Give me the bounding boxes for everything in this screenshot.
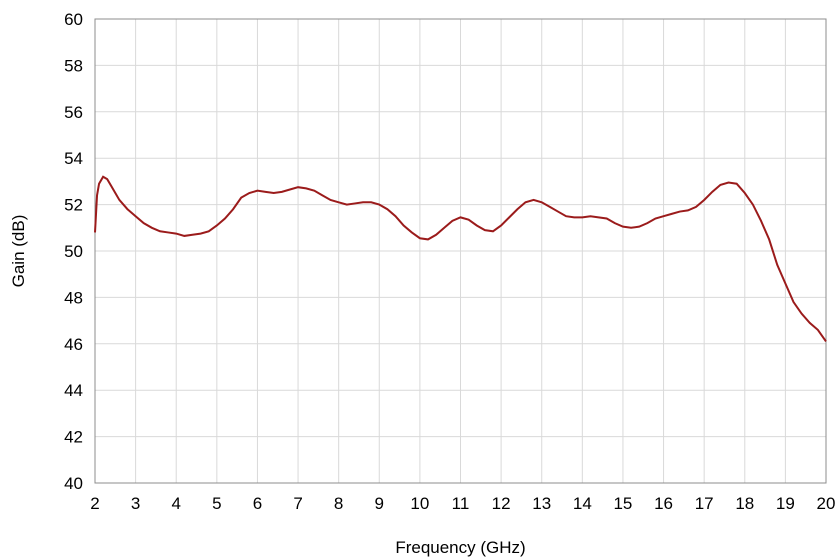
x-tick-labels: 2 3 4 5 6 7 8 9 10 11 12 13 14 15 16 17 18 19 20 <box>90 494 835 513</box>
y-tick-label: 52 <box>64 196 83 215</box>
x-tick-label: 3 <box>131 494 140 513</box>
y-tick-label: 42 <box>64 428 83 447</box>
x-tick-label: 14 <box>573 494 592 513</box>
x-tick-label: 20 <box>817 494 836 513</box>
x-tick-label: 12 <box>492 494 511 513</box>
x-tick-label: 2 <box>90 494 99 513</box>
y-tick-labels: 40 42 44 46 48 50 52 54 56 58 60 <box>64 10 83 493</box>
y-tick-label: 48 <box>64 288 83 307</box>
x-tick-label: 17 <box>695 494 714 513</box>
y-tick-label: 40 <box>64 474 83 493</box>
y-tick-label: 50 <box>64 242 83 261</box>
y-tick-label: 58 <box>64 56 83 75</box>
x-axis-title: Frequency (GHz) <box>395 538 525 557</box>
x-tick-label: 16 <box>654 494 673 513</box>
x-tick-label: 18 <box>735 494 754 513</box>
y-tick-label: 56 <box>64 103 83 122</box>
x-tick-label: 13 <box>532 494 551 513</box>
x-tick-label: 9 <box>375 494 384 513</box>
x-tick-label: 4 <box>171 494 180 513</box>
y-axis-title: Gain (dB) <box>9 215 28 288</box>
x-tick-label: 5 <box>212 494 221 513</box>
x-tick-label: 15 <box>613 494 632 513</box>
x-tick-label: 8 <box>334 494 343 513</box>
y-tick-label: 44 <box>64 381 83 400</box>
x-tick-label: 19 <box>776 494 795 513</box>
y-tick-label: 60 <box>64 10 83 29</box>
plot-area-frame <box>94 18 827 484</box>
x-tick-label: 10 <box>410 494 429 513</box>
y-tick-label: 46 <box>64 335 83 354</box>
x-tick-label: 11 <box>452 494 470 513</box>
x-tick-label: 7 <box>293 494 302 513</box>
y-tick-label: 54 <box>64 149 83 168</box>
gain-series-line <box>94 175 827 343</box>
x-tick-label: 6 <box>253 494 262 513</box>
